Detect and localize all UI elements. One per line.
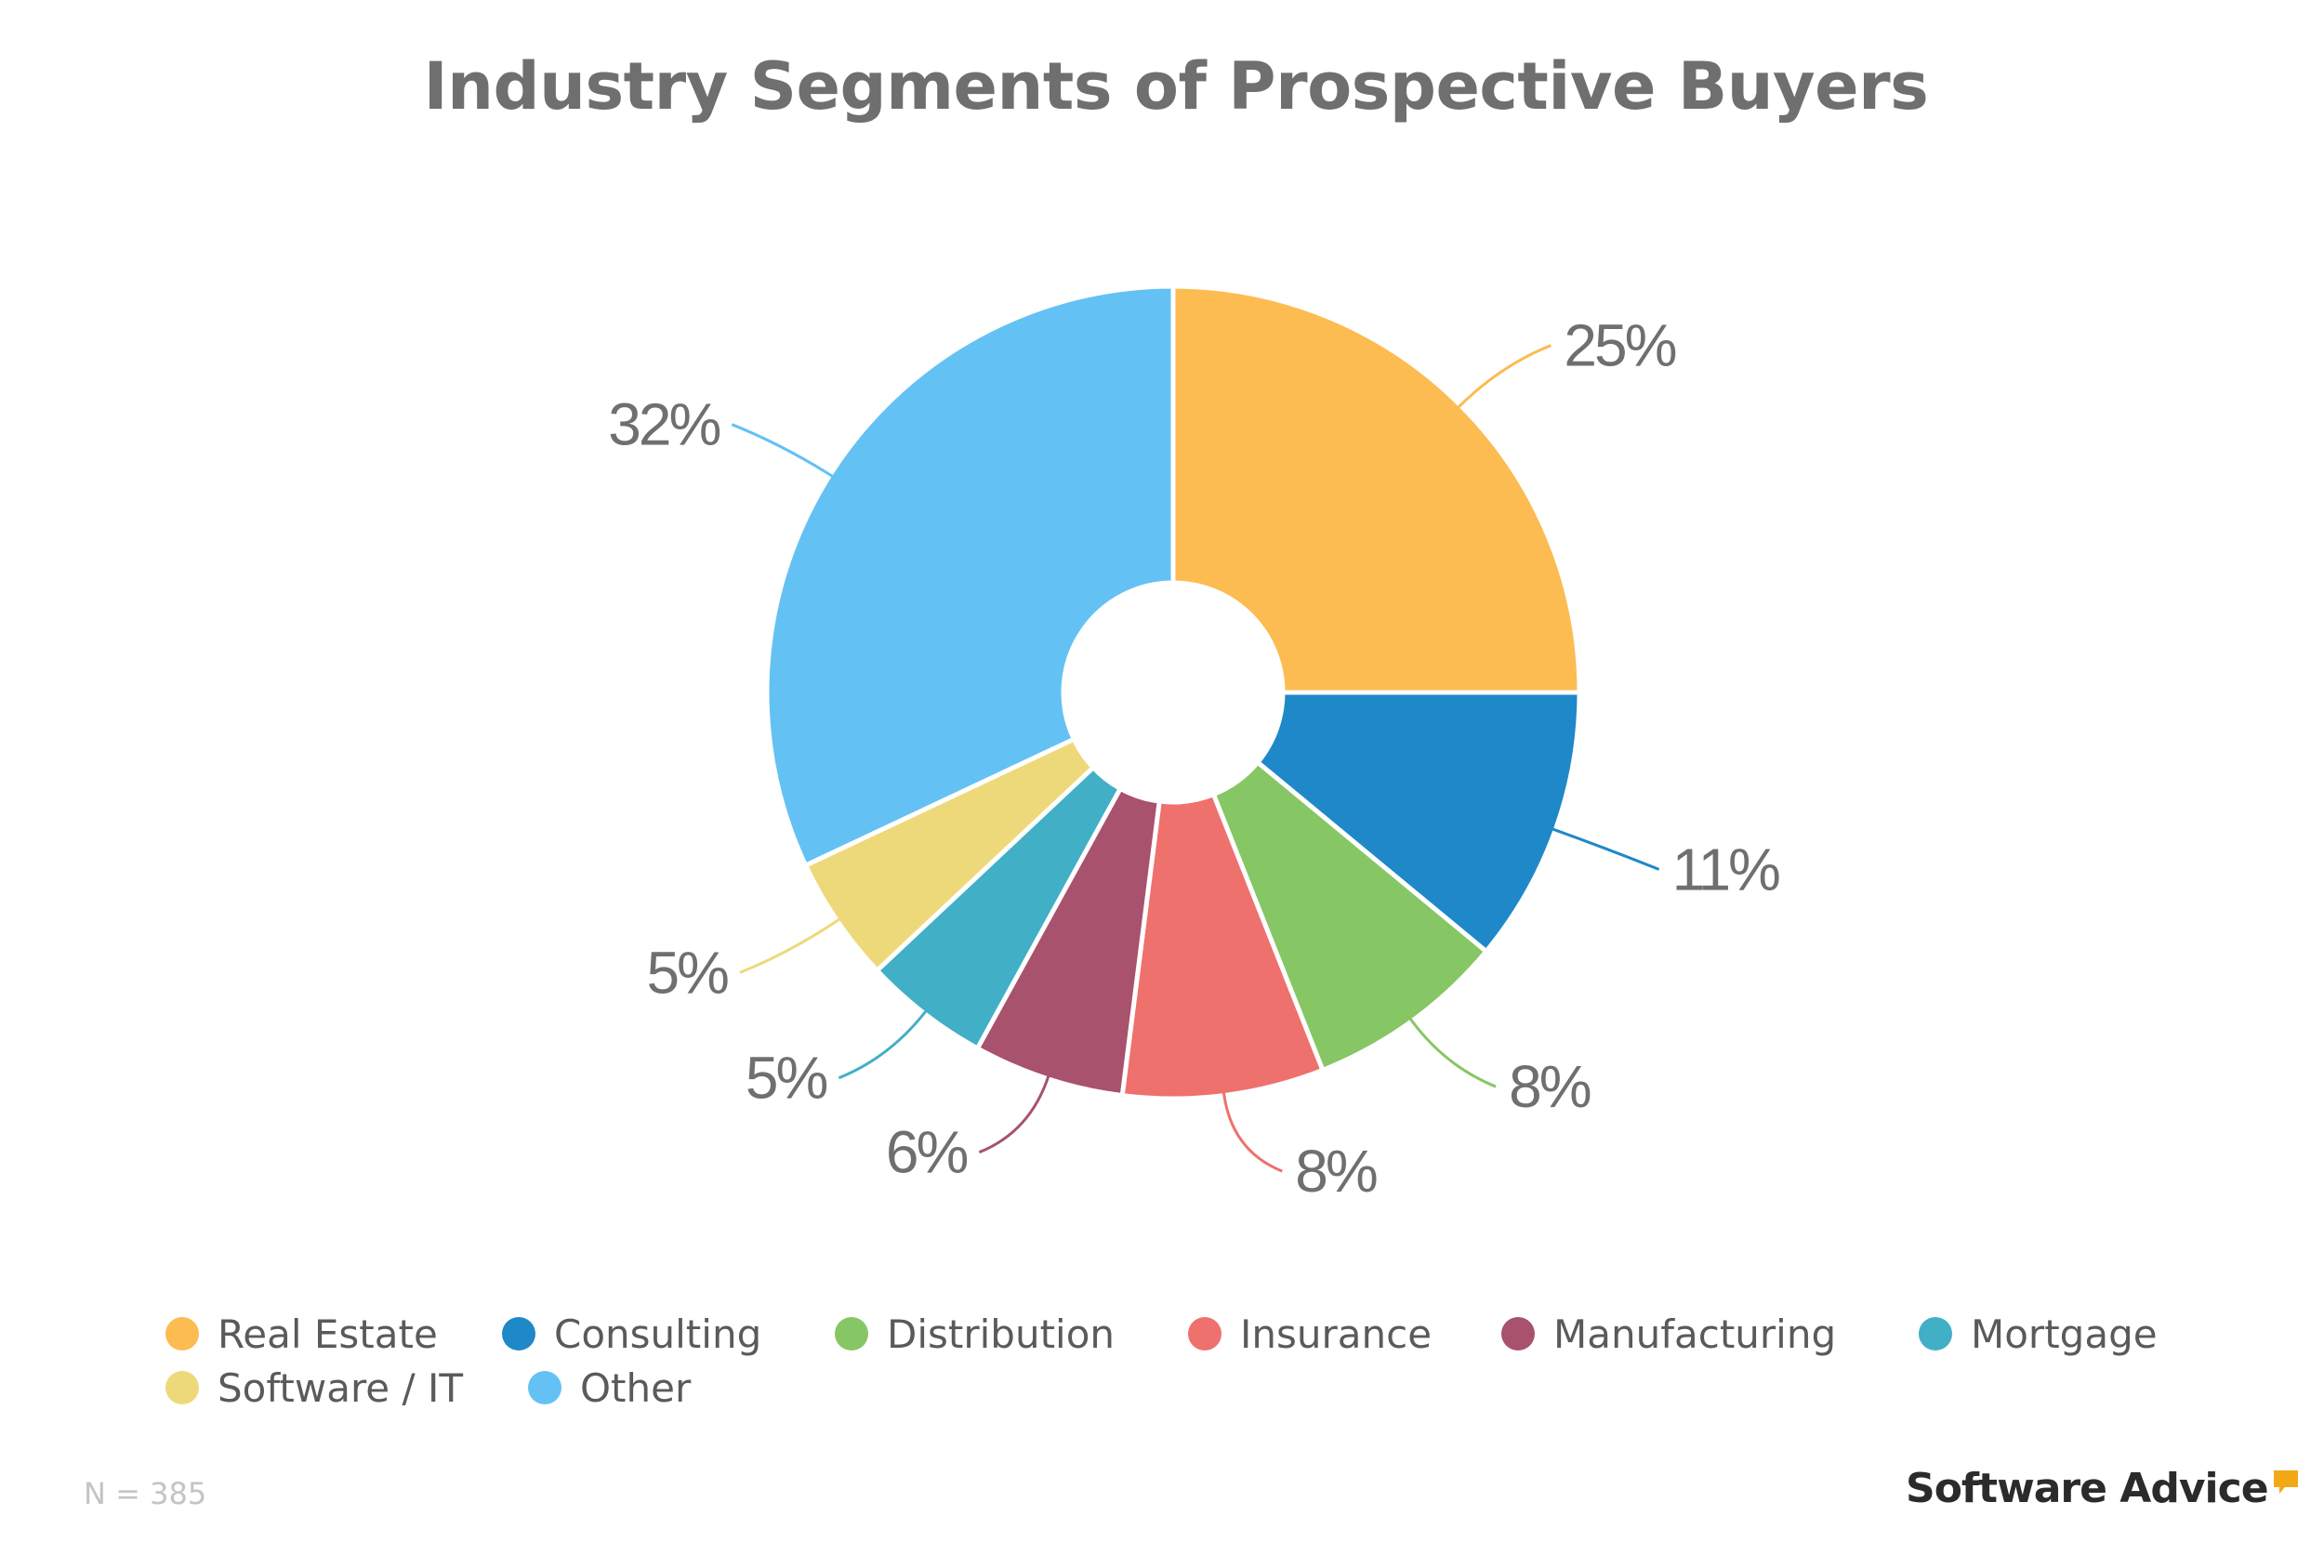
data-label-real-estate: 25% bbox=[1564, 312, 1675, 379]
sample-size-note: N = 385 bbox=[84, 1476, 207, 1511]
leader-line-real-estate bbox=[1457, 344, 1552, 409]
legend: Real Estate Consulting Distribution Insuran… bbox=[0, 1297, 2324, 1427]
slice-other bbox=[764, 283, 1176, 868]
leader-line-software-it bbox=[739, 917, 841, 974]
legend-swatch bbox=[165, 1317, 199, 1351]
legend-item-insurance: Insurance bbox=[1188, 1308, 1432, 1360]
legend-label: Distribution bbox=[887, 1311, 1116, 1357]
legend-label: Consulting bbox=[554, 1311, 762, 1357]
legend-item-software-it: Software / IT bbox=[165, 1362, 463, 1414]
legend-label: Insurance bbox=[1240, 1311, 1433, 1357]
data-label-other: 32% bbox=[608, 391, 720, 458]
legend-item-real-estate: Real Estate bbox=[165, 1308, 438, 1360]
pie-slices bbox=[764, 283, 1582, 1101]
data-label-consulting: 11% bbox=[1672, 836, 1779, 903]
legend-swatch bbox=[1919, 1317, 1952, 1351]
leader-line-other bbox=[731, 423, 835, 479]
legend-label: Mortgage bbox=[1971, 1311, 2158, 1357]
data-label-software-it: 5% bbox=[646, 939, 728, 1006]
leader-line-consulting bbox=[1551, 827, 1660, 871]
slice-manufacturing bbox=[974, 785, 1162, 1099]
legend-item-mortgage: Mortgage bbox=[1919, 1308, 2158, 1360]
leader-line-insurance bbox=[1221, 1091, 1283, 1173]
data-label-insurance: 8% bbox=[1295, 1138, 1377, 1205]
data-labels: 25% 11% 8% 8% 6% 5% 5% 32% bbox=[608, 312, 1782, 1206]
legend-swatch bbox=[1188, 1317, 1221, 1351]
legend-item-distribution: Distribution bbox=[835, 1308, 1115, 1360]
slice-real-estate bbox=[1170, 283, 1582, 695]
legend-swatch bbox=[528, 1371, 561, 1404]
slice-consulting bbox=[1255, 690, 1582, 955]
brand-name: Software Advice bbox=[1906, 1465, 2269, 1512]
slice-insurance bbox=[1119, 792, 1326, 1101]
legend-item-manufacturing: Manufacturing bbox=[1501, 1308, 1836, 1360]
legend-label: Other bbox=[580, 1364, 692, 1411]
leader-line-manufacturing bbox=[978, 1074, 1050, 1154]
data-label-manufacturing: 6% bbox=[886, 1119, 968, 1186]
legend-swatch bbox=[502, 1317, 535, 1351]
legend-label: Software / IT bbox=[218, 1364, 464, 1411]
legend-swatch bbox=[1501, 1317, 1535, 1351]
legend-item-consulting: Consulting bbox=[502, 1308, 761, 1360]
chart-title: Industry Segments of Prospective Buyers bbox=[423, 48, 1929, 125]
data-label-distribution: 8% bbox=[1509, 1053, 1591, 1120]
brand-logo: Software Advice bbox=[1906, 1461, 2300, 1526]
slice-distribution bbox=[1210, 759, 1489, 1073]
leader-line-mortgage bbox=[838, 1009, 928, 1080]
legend-label: Real Estate bbox=[218, 1311, 438, 1357]
legend-label: Manufacturing bbox=[1553, 1311, 1837, 1357]
leader-line-distribution bbox=[1408, 1017, 1497, 1088]
legend-item-other: Other bbox=[528, 1362, 691, 1414]
legend-swatch bbox=[835, 1317, 868, 1351]
data-label-mortgage: 5% bbox=[746, 1045, 827, 1112]
legend-swatch bbox=[165, 1371, 199, 1404]
label-leader-lines bbox=[731, 344, 1660, 1173]
speech-bubble-icon bbox=[2273, 1470, 2298, 1494]
